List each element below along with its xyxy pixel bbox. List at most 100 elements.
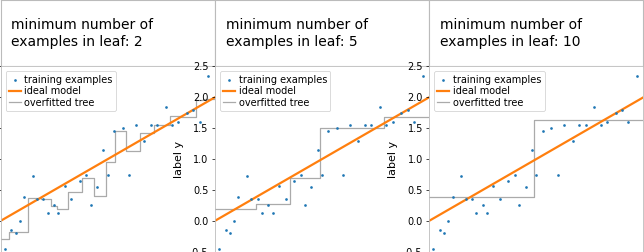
overfitted tree	[78, 191, 86, 194]
Line: overfitted tree: overfitted tree	[1, 99, 215, 239]
training examples	[306, 185, 316, 189]
training examples	[589, 105, 599, 109]
overfitted tree	[150, 131, 158, 134]
training examples	[60, 184, 70, 188]
overfitted tree	[37, 197, 45, 200]
overfitted tree	[78, 176, 86, 179]
overfitted tree	[136, 150, 144, 153]
Y-axis label: label y: label y	[174, 141, 184, 178]
training examples	[246, 197, 256, 201]
overfitted tree	[47, 204, 55, 207]
overfitted tree	[122, 130, 130, 133]
training examples	[538, 129, 548, 133]
training examples	[152, 123, 162, 127]
overfitted tree	[192, 116, 200, 119]
training examples	[366, 123, 377, 127]
Text: minimum number of
examples in leaf: 10: minimum number of examples in leaf: 10	[440, 18, 582, 49]
Y-axis label: label y: label y	[388, 141, 398, 178]
training examples	[6, 228, 17, 232]
training examples	[214, 247, 224, 251]
training examples	[531, 173, 542, 177]
training examples	[567, 139, 578, 143]
training examples	[381, 123, 392, 127]
overfitted tree	[316, 176, 324, 179]
overfitted tree	[64, 208, 72, 211]
overfitted tree	[5, 238, 13, 241]
training examples	[102, 173, 113, 177]
training examples	[580, 123, 591, 127]
training examples	[242, 174, 252, 178]
overfitted tree	[111, 161, 119, 164]
training examples	[233, 195, 243, 199]
overfitted tree	[136, 131, 144, 134]
training examples	[482, 211, 492, 215]
training examples	[375, 105, 385, 109]
training examples	[194, 120, 205, 124]
training examples	[323, 129, 334, 133]
training examples	[360, 123, 370, 127]
training examples	[167, 123, 177, 127]
training examples	[443, 219, 453, 223]
training examples	[428, 247, 439, 251]
training examples	[332, 126, 342, 130]
overfitted tree	[166, 114, 174, 117]
training examples	[495, 197, 505, 201]
overfitted tree	[122, 150, 130, 153]
overfitted tree	[5, 230, 13, 233]
Text: minimum number of
examples in leaf: 5: minimum number of examples in leaf: 5	[225, 18, 368, 49]
training examples	[520, 185, 531, 189]
overfitted tree	[0, 238, 5, 241]
training examples	[527, 148, 537, 152]
overfitted tree	[192, 99, 200, 102]
training examples	[53, 211, 64, 215]
training examples	[75, 179, 85, 183]
training examples	[86, 203, 96, 207]
overfitted tree	[150, 123, 158, 127]
overfitted tree	[102, 195, 109, 198]
training examples	[574, 123, 584, 127]
training examples	[19, 195, 30, 199]
training examples	[43, 211, 53, 215]
training examples	[417, 74, 428, 78]
training examples	[439, 231, 450, 235]
overfitted tree	[286, 176, 294, 179]
training examples	[0, 247, 10, 251]
training examples	[173, 120, 184, 124]
training examples	[109, 129, 119, 133]
overfitted tree	[53, 204, 61, 207]
training examples	[456, 174, 466, 178]
training examples	[160, 105, 171, 109]
training examples	[409, 120, 419, 124]
overfitted tree	[530, 119, 538, 122]
training examples	[623, 120, 634, 124]
training examples	[229, 219, 240, 223]
overfitted tree	[380, 116, 388, 119]
overfitted tree	[211, 208, 219, 211]
training examples	[299, 203, 310, 207]
overfitted tree	[111, 130, 119, 133]
training examples	[488, 184, 498, 188]
training examples	[546, 126, 556, 130]
training examples	[388, 120, 398, 124]
overfitted tree	[53, 208, 61, 211]
overfitted tree	[639, 119, 644, 122]
training examples	[49, 203, 59, 207]
training examples	[263, 203, 274, 207]
overfitted tree	[380, 127, 388, 130]
overfitted tree	[176, 114, 184, 117]
training examples	[601, 120, 612, 124]
overfitted tree	[64, 191, 72, 194]
training examples	[559, 123, 569, 127]
overfitted tree	[90, 195, 98, 198]
Legend: training examples, ideal model, overfitted tree: training examples, ideal model, overfitt…	[6, 71, 116, 111]
overfitted tree	[252, 208, 260, 211]
training examples	[460, 197, 471, 201]
overfitted tree	[211, 97, 219, 100]
training examples	[280, 197, 290, 201]
training examples	[131, 123, 141, 127]
training examples	[257, 211, 267, 215]
training examples	[296, 173, 306, 177]
training examples	[66, 197, 77, 201]
overfitted tree	[425, 116, 433, 119]
training examples	[39, 197, 49, 201]
